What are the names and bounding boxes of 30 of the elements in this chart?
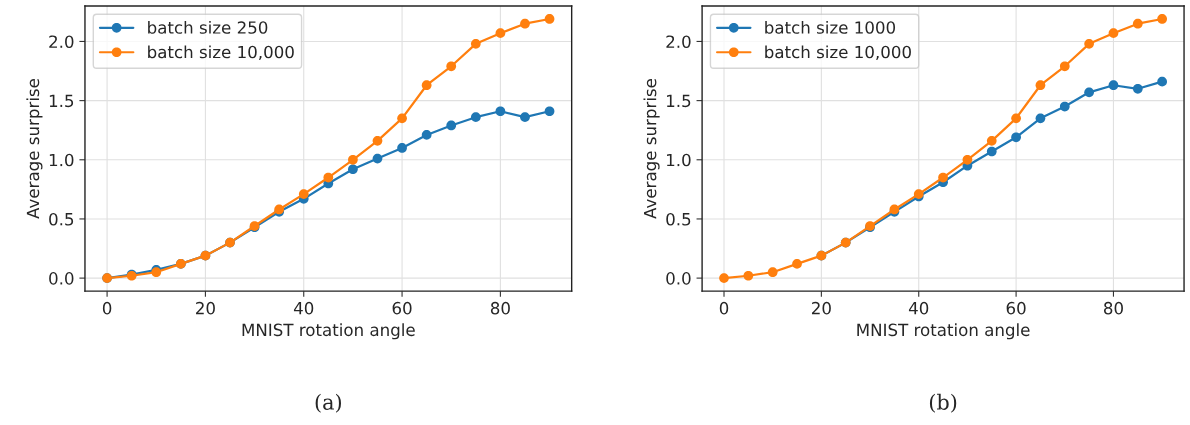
y-tick-label: 1.5 <box>49 94 74 108</box>
y-tick-label: 0.5 <box>666 212 691 226</box>
y-tick-label: 1.0 <box>667 153 691 167</box>
y-tick-label: 2.0 <box>666 35 691 49</box>
x-tick-label: 60 <box>392 301 412 315</box>
x-tick-label: 80 <box>490 301 510 315</box>
y-axis-title: Average surprise <box>26 79 43 219</box>
legend-label: batch size 1000 <box>765 20 896 34</box>
y-tick-label: 0.0 <box>666 272 691 285</box>
y-tick-label: 2.0 <box>49 35 74 49</box>
x-axis-title: MNIST rotation angle <box>857 323 1030 340</box>
y-tick-label: 1.0 <box>49 153 74 167</box>
y-tick-label: 0.5 <box>49 212 74 226</box>
legend-label: batch size 10,000 <box>765 45 911 61</box>
y-tick-label: 0.0 <box>49 272 74 285</box>
y-axis-title: Average surprise <box>643 79 660 219</box>
x-tick-label: 20 <box>811 301 831 315</box>
x-tick-label: 0 <box>102 301 112 315</box>
y-tick-label: 1.5 <box>667 94 691 108</box>
x-tick-label: 60 <box>1006 301 1026 315</box>
legend-label: batch size 10,000 <box>148 45 294 61</box>
text: (a) <box>315 393 342 413</box>
text: (b) <box>929 393 957 413</box>
x-tick-label: 20 <box>196 301 215 315</box>
x-tick-label: 80 <box>1103 301 1123 315</box>
x-axis-title: MNIST rotation angle <box>242 323 415 340</box>
x-tick-label: 40 <box>293 301 314 315</box>
x-tick-label: 0 <box>719 301 729 315</box>
x-tick-label: 40 <box>908 301 929 315</box>
legend-label: batch size 250 <box>148 20 268 34</box>
